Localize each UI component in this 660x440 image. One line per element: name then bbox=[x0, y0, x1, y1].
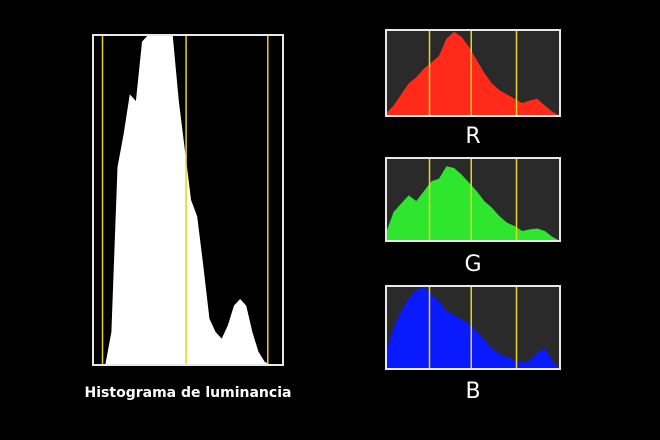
histogram-area bbox=[93, 35, 283, 365]
plot-border bbox=[385, 157, 561, 242]
plot-border bbox=[92, 34, 284, 366]
histogram-label: B bbox=[465, 379, 480, 404]
plot-border bbox=[385, 285, 561, 370]
histogram-label: G bbox=[464, 252, 481, 277]
plot-border bbox=[385, 29, 561, 117]
histogram-label: Histograma de luminancia bbox=[85, 385, 292, 401]
histogram-label: R bbox=[465, 124, 480, 149]
